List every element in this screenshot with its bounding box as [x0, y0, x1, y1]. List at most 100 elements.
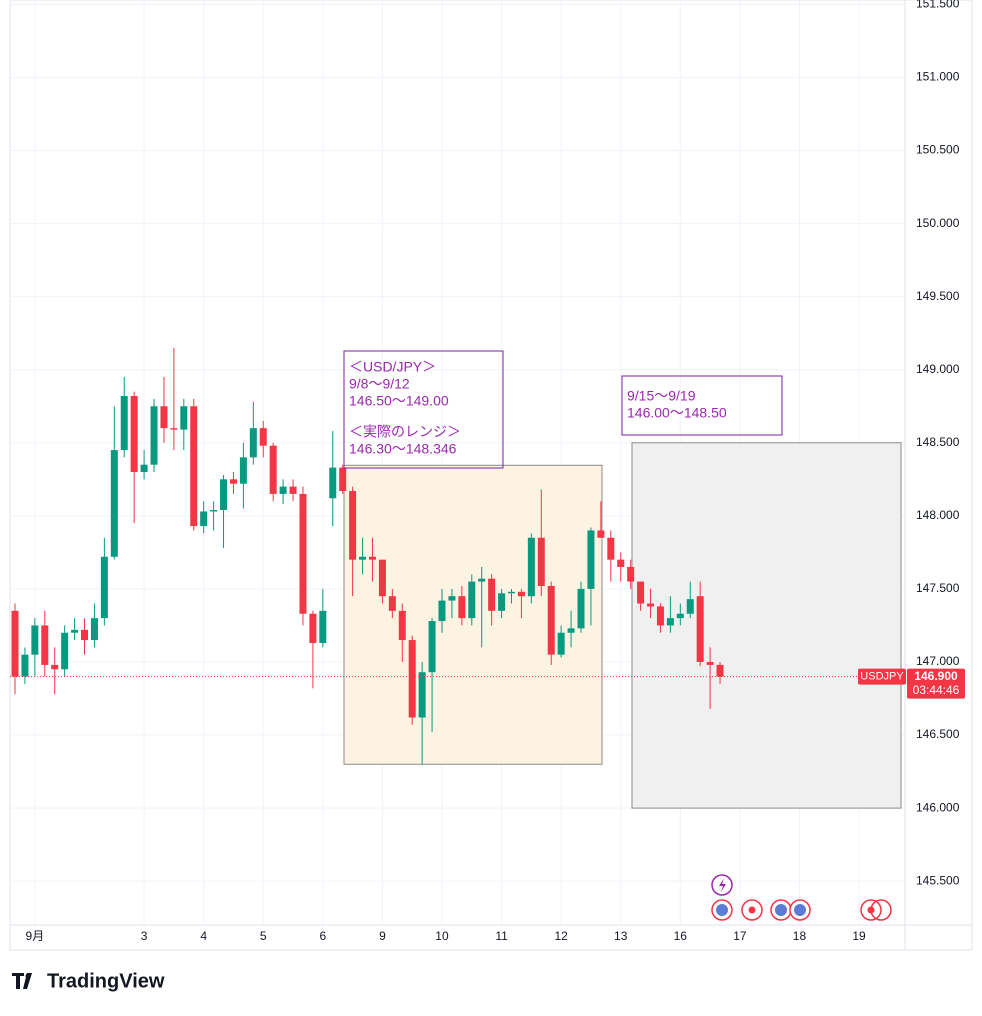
candle-body [279, 486, 287, 494]
x-tick-label: 10 [435, 929, 449, 943]
candle-body [200, 511, 208, 527]
annotation-text: 146.50～149.00 [349, 393, 449, 409]
candle-body [229, 479, 237, 484]
x-tick-label: 17 [733, 929, 747, 943]
candle-body [130, 396, 138, 472]
candle-body [716, 664, 724, 677]
y-tick-label: 146.000 [916, 800, 960, 814]
candle-body [11, 610, 19, 677]
candle-body [81, 629, 89, 641]
candle-body [428, 621, 436, 673]
candle-body [607, 537, 615, 560]
y-tick-label: 150.500 [916, 143, 960, 157]
candle-body [61, 632, 69, 670]
candle-body [597, 530, 605, 538]
candle-body [110, 450, 118, 557]
candle-body [210, 509, 218, 512]
x-tick-label: 16 [674, 929, 688, 943]
candle-body [180, 406, 188, 430]
x-tick-label: 13 [614, 929, 628, 943]
y-tick-label: 148.000 [916, 508, 960, 522]
price-label: 146.900 [914, 669, 958, 683]
candle-body [438, 600, 446, 622]
x-tick-label: 18 [793, 929, 807, 943]
y-tick-label: 149.000 [916, 362, 960, 376]
candle-body [269, 445, 277, 494]
candle-body [637, 581, 645, 604]
candle-body [458, 596, 466, 619]
candle-body [299, 493, 307, 614]
annotation-text: 146.00～148.50 [627, 405, 727, 421]
candle-body [259, 428, 267, 446]
candle-body [647, 603, 655, 607]
candle-body [349, 490, 357, 560]
candle-body [319, 610, 327, 643]
candle-body [418, 672, 426, 718]
candle-body [359, 556, 367, 560]
candle-body [587, 530, 595, 589]
candle-body [140, 464, 148, 472]
symbol-label: USDJPY [860, 670, 904, 682]
x-tick-label: 9 [379, 929, 386, 943]
frame [9, 0, 973, 951]
candle-body [378, 559, 386, 597]
candle-body [686, 599, 694, 614]
candle-body [309, 613, 317, 643]
candle-body [696, 596, 704, 662]
candle-body [557, 632, 565, 655]
candle-body [527, 537, 535, 597]
candle-body [170, 428, 178, 430]
x-tick-label: 5 [260, 929, 267, 943]
y-tick-label: 149.500 [916, 289, 960, 303]
candle-body [51, 664, 59, 670]
x-tick-label: 9月 [26, 929, 45, 943]
event-icons [711, 874, 892, 921]
candle-body [537, 537, 545, 586]
range-box [631, 442, 902, 809]
candle-body [706, 661, 714, 665]
symbol-tag [858, 668, 906, 685]
candle-body [676, 613, 684, 619]
x-tick-label: 11 [495, 929, 508, 943]
price-tag [907, 668, 965, 699]
candle-body [448, 596, 456, 601]
candle-body [21, 654, 29, 677]
y-tick-label: 150.000 [916, 216, 960, 230]
candle-body [617, 559, 625, 567]
candle-body [100, 556, 108, 619]
y-tick-label: 147.000 [916, 654, 960, 668]
y-tick-label: 146.500 [916, 727, 960, 741]
candle-body [289, 486, 297, 494]
y-tick-label: 147.500 [916, 581, 960, 595]
candle-body [498, 593, 506, 611]
candle-body [398, 610, 406, 641]
candle-body [160, 406, 168, 429]
y-tick-label: 148.500 [916, 435, 960, 449]
annotation-text: ＜実際のレンジ＞ [349, 424, 461, 440]
candle-body [656, 606, 664, 626]
candle-body [220, 479, 228, 510]
annotation-box [621, 375, 783, 436]
candle-body [71, 629, 79, 633]
candle-body [666, 618, 674, 626]
candle-body [478, 578, 486, 582]
candle-body [150, 406, 158, 465]
annotation-text: 146.30～148.346 [349, 441, 457, 457]
candle-body [41, 625, 49, 665]
candle-body [120, 396, 128, 451]
x-tick-label: 4 [200, 929, 207, 943]
candle-body [508, 591, 515, 594]
candle-body [567, 628, 575, 633]
x-tick-label: 6 [319, 929, 326, 943]
candle-body [329, 467, 337, 499]
y-tick-label: 145.500 [916, 873, 960, 887]
y-tick-label: 151.500 [916, 0, 960, 11]
annotation-text: 9/8～9/12 [349, 376, 410, 392]
candle-body [239, 457, 247, 484]
annotation-text: ＜USD/JPY＞ [349, 359, 436, 375]
candle-body [249, 428, 257, 458]
x-tick-label: 19 [852, 929, 866, 943]
annotation-text: 9/15～9/19 [627, 388, 696, 404]
candle-body [627, 566, 635, 582]
